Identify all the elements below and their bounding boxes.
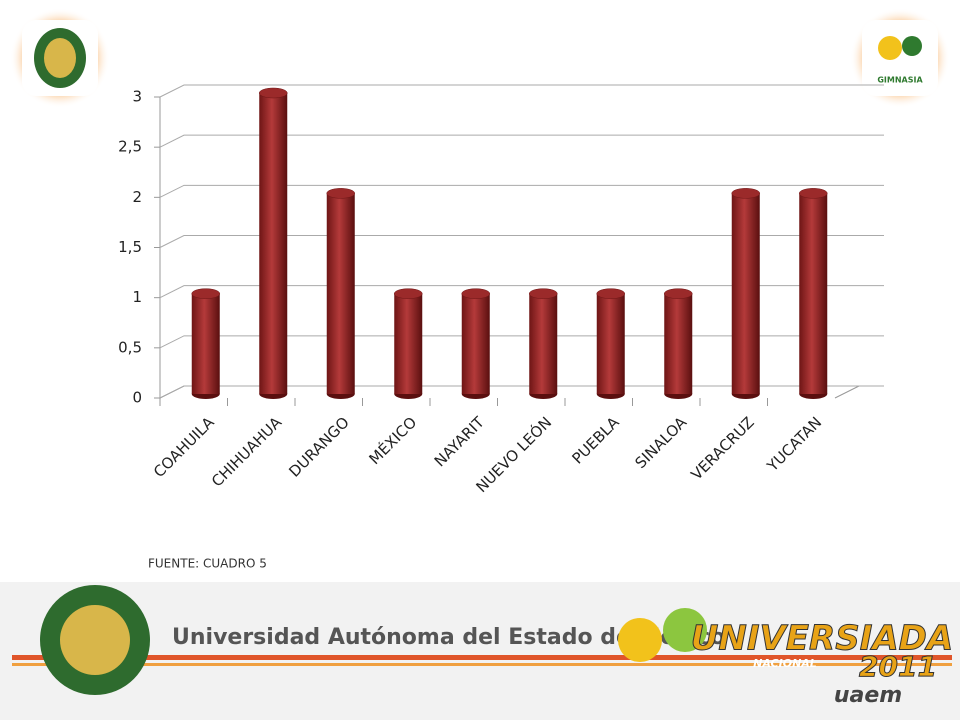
y-tick-label: 1,5 [118,238,142,256]
banner-event-sub: NACIONAL [753,657,817,670]
y-tick-label: 2 [132,188,142,206]
bar [799,193,828,394]
y-tick-label: 1 [132,288,142,306]
y-tick-label: 0,5 [118,338,142,356]
bar [529,293,558,394]
y-tick-label: 3 [132,88,142,106]
bar-top [259,87,288,99]
bar [326,193,355,394]
x-tick-label: PUEBLA [568,413,623,468]
bar [731,193,760,394]
bar [394,293,423,394]
x-tick-label: SINALOA [632,413,691,472]
x-tick-label: COAHUILA [150,413,218,481]
bar [191,293,220,394]
x-tick-label: VERACRUZ [687,413,757,483]
bar-top [529,288,558,299]
logo-right: GIMNASIA [850,8,950,108]
banner: Universidad Autónoma del Estado de Méxic… [0,582,960,720]
x-tick-label: YUCATAN [763,413,825,475]
y-tick-label: 0 [132,389,142,407]
bar-top [731,188,760,199]
grid-line [159,385,884,399]
logo-text: GIMNASIA [877,76,923,85]
bar-top [461,288,490,299]
y-tick-label: 2,5 [118,138,142,156]
x-tick-label: NAYARIT [431,413,489,471]
x-tick-label: MÉXICO [365,413,420,468]
bar [596,293,625,394]
banner-year: 2011 [859,650,937,683]
grid-line [159,184,884,198]
banner-event: UNIVERSIADA [691,619,953,659]
bar [461,293,490,394]
banner-host: uaem [834,683,902,708]
x-tick-label: DURANGO [285,413,352,480]
bar-top [191,288,220,299]
bar-top [664,288,693,299]
grid-line [159,235,884,248]
x-tick-label: CHIHUAHUA [208,413,286,491]
bar-top [596,288,625,299]
bar-top [394,288,423,299]
source-note: FUENTE: CUADRO 5 [148,557,267,571]
grid-line [159,84,884,98]
grid-line [159,134,884,148]
grid-line [159,285,884,299]
bar [664,293,693,394]
bar-top [326,188,355,199]
bar [259,93,288,394]
grid-line [159,335,884,349]
logo-left [10,8,110,108]
bar-top [799,188,828,199]
